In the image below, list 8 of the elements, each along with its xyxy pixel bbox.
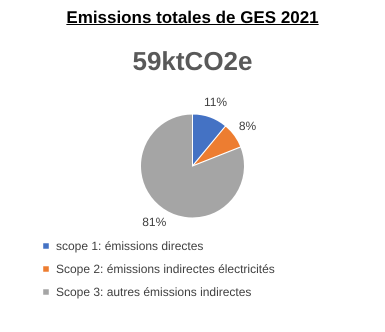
data-label: 81%: [142, 215, 167, 230]
data-label: 11%: [204, 95, 228, 110]
chart-title: Emissions totales de GES 2021: [65, 8, 320, 28]
chart-subtitle: 59ktCO2e: [132, 46, 254, 78]
legend-label: scope 1: émissions directes: [56, 239, 204, 253]
data-label: 8%: [238, 119, 257, 134]
legend-label: Scope 2: émissions indirectes électricités: [56, 262, 275, 276]
legend-label: Scope 3: autres émissions indirectes: [56, 285, 252, 299]
